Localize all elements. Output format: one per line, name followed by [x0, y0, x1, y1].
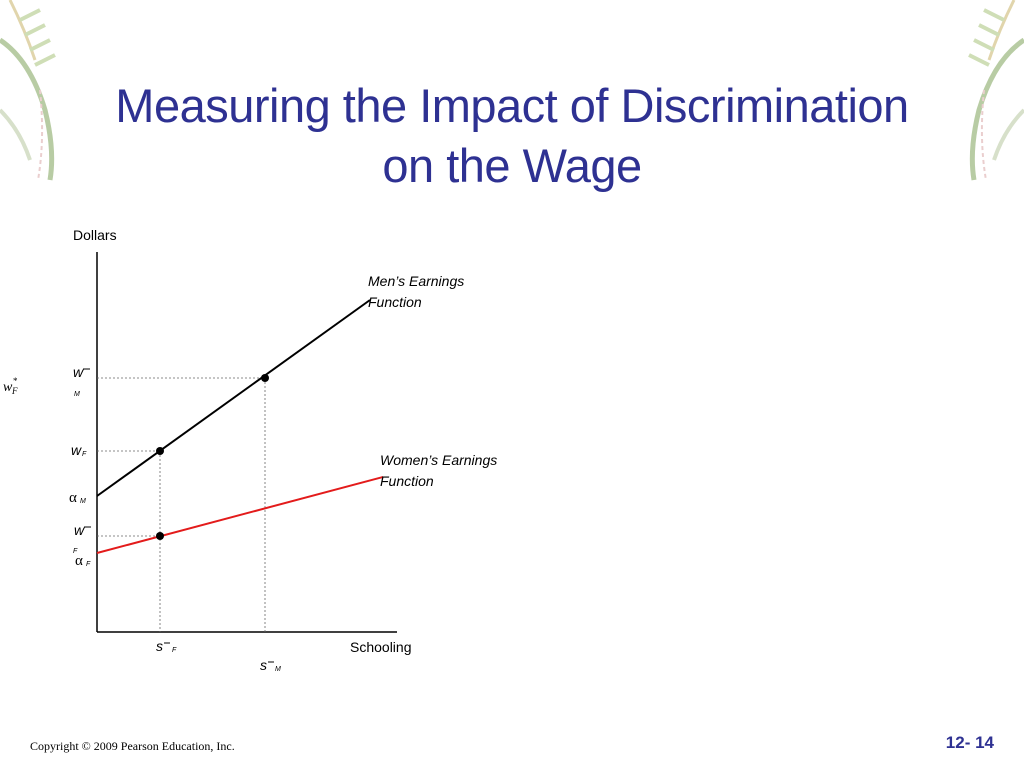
alpha-m-symbol: α [69, 490, 77, 506]
slide-title-line2: on the Wage [382, 139, 642, 192]
women-curve-label-line1: Women’s Earnings [380, 452, 497, 468]
y-marker-wf-star: w * F [3, 376, 18, 396]
women-curve-label-line2: Function [380, 473, 434, 489]
men-curve-label-line2: Function [368, 294, 422, 310]
sm-bar-symbol: s [260, 657, 267, 673]
guide-lines [97, 377, 266, 632]
page-number: 12- 14 [945, 733, 994, 752]
copyright-notice: Copyright © 2009 Pearson Education, Inc. [30, 739, 235, 753]
wf-symbol: w [71, 442, 82, 458]
x-marker-sm-bar: s M [260, 657, 281, 673]
point-men-at-sm-bar [261, 374, 269, 382]
sf-bar-symbol: s [156, 638, 163, 654]
wheat-decoration-right [968, 0, 1024, 181]
point-men-at-sf-bar [156, 447, 164, 455]
sf-bar-subscript: F [172, 647, 177, 654]
y-axis-label: Dollars [73, 227, 117, 243]
wf-bar-subscript: F [73, 548, 78, 555]
wf-star-symbol: w [3, 380, 13, 395]
y-marker-wf: w F [71, 442, 87, 458]
point-women-at-sf-bar [156, 532, 164, 540]
wf-subscript: F [82, 451, 87, 458]
wm-bar-symbol: w [73, 364, 84, 380]
wheat-decoration-left [0, 0, 56, 181]
wf-bar-symbol: w [74, 522, 85, 538]
sm-bar-subscript: M [275, 666, 281, 673]
y-marker-alpha-f: α F [75, 553, 91, 569]
alpha-f-symbol: α [75, 553, 83, 569]
slide-title-line1: Measuring the Impact of Discrimination [115, 79, 909, 132]
x-axis-label: Schooling [350, 639, 412, 655]
wf-star-superscript: * [13, 376, 18, 386]
y-marker-alpha-m: α M [69, 490, 86, 506]
alpha-f-subscript: F [86, 561, 91, 568]
wf-star-subscript: F [11, 386, 18, 396]
men-curve-label-line1: Men’s Earnings [368, 273, 464, 289]
y-marker-wm-bar: w M [73, 364, 90, 398]
wm-bar-subscript: M [74, 391, 80, 398]
slide-title: Measuring the Impact of Discrimination o… [40, 76, 984, 196]
alpha-m-subscript: M [80, 498, 86, 505]
women-earnings-line [96, 476, 384, 554]
men-earnings-line [96, 299, 371, 497]
x-marker-sf-bar: s F [156, 638, 177, 654]
y-marker-wf-bar: w F [73, 522, 91, 555]
